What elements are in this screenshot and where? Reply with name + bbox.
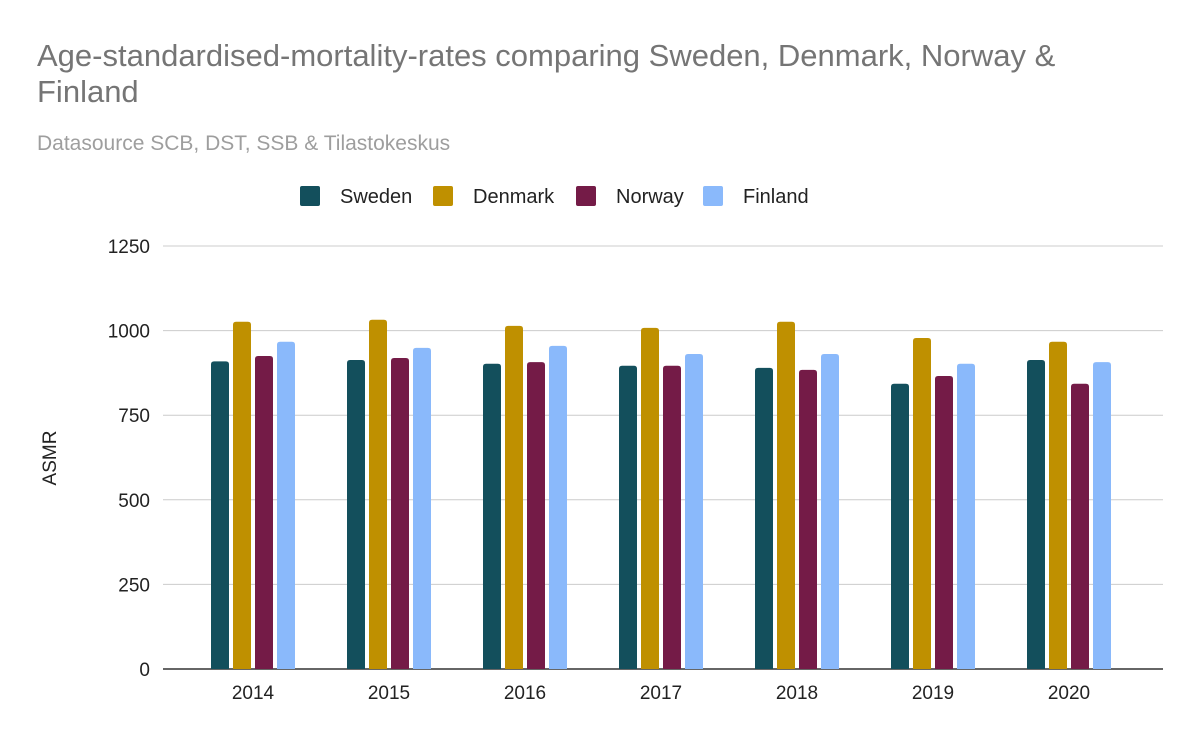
bar-finland-2019 [957,363,975,669]
bar-denmark-2019 [913,338,931,669]
bar-sweden-2016 [483,363,501,669]
bar-finland-2017 [685,353,703,669]
chart-subtitle: Datasource SCB, DST, SSB & Tilastokeskus [37,132,451,155]
y-tick-label: 1250 [108,237,150,258]
bar-finland-2018 [821,353,839,669]
bar-denmark-2018 [777,321,795,669]
bar-sweden-2019 [891,383,909,669]
x-tick-label: 2015 [368,683,410,704]
bar-norway-2014 [255,355,273,669]
bar-finland-2016 [549,345,567,669]
legend-label-finland: Finland [743,186,809,208]
bar-norway-2017 [663,365,681,669]
x-tick-label: 2014 [232,683,275,704]
legend-swatch-norway [576,186,596,206]
bar-finland-2014 [277,341,295,669]
bar-sweden-2018 [755,367,773,669]
bar-norway-2015 [391,358,409,669]
y-tick-label: 1000 [108,322,150,343]
legend-swatch-denmark [433,186,453,206]
x-tick-label: 2017 [640,683,682,704]
chart-title: Age-standardised-mortality-rates compari… [37,38,1056,109]
bar-norway-2019 [935,375,953,669]
legend-label-denmark: Denmark [473,186,555,208]
y-tick-label: 0 [139,660,150,681]
bar-denmark-2017 [641,327,659,669]
bar-sweden-2014 [211,361,229,669]
bar-sweden-2017 [619,365,637,669]
bar-finland-2015 [413,347,431,669]
bar-denmark-2016 [505,325,523,669]
bar-sweden-2020 [1027,360,1045,669]
bar-norway-2018 [799,369,817,669]
legend-swatch-finland [703,186,723,206]
x-tick-label: 2018 [776,683,818,704]
y-axis-label: ASMR [40,431,61,486]
bar-sweden-2015 [347,360,365,669]
x-tick-label: 2016 [504,683,546,704]
x-tick-label: 2020 [1048,683,1090,704]
bar-norway-2020 [1071,383,1089,669]
legend-swatch-sweden [300,186,320,206]
bar-denmark-2020 [1049,341,1067,669]
bar-denmark-2014 [233,321,251,669]
y-tick-label: 500 [118,491,150,512]
y-tick-label: 250 [118,575,150,596]
x-tick-label: 2019 [912,683,954,704]
y-tick-label: 750 [118,406,150,427]
legend-label-sweden: Sweden [340,186,412,208]
bar-norway-2016 [527,362,545,669]
legend-label-norway: Norway [616,186,684,208]
bar-denmark-2015 [369,319,387,669]
bar-finland-2020 [1093,362,1111,669]
